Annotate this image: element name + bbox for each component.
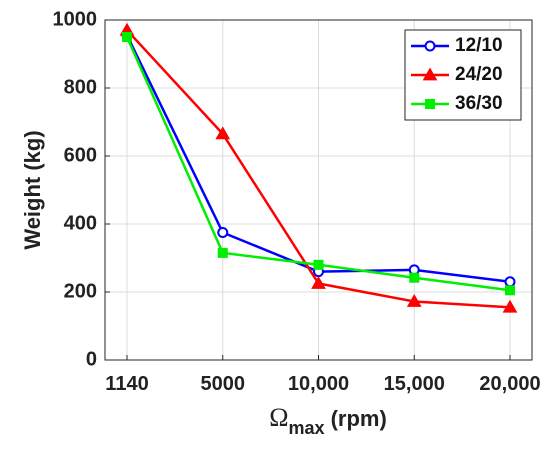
y-tick-labels: 0 200 400 600 800 1000 <box>53 8 98 370</box>
x-axis-title-unit: (rpm) <box>331 406 387 431</box>
x-tick-label: 15,000 <box>384 373 445 395</box>
legend-marker-36-30 <box>425 99 435 109</box>
y-tick-label: 800 <box>64 76 97 98</box>
x-axis-title-subscript: max <box>289 418 325 438</box>
data-point-36-30 <box>409 272 420 283</box>
data-point-36-30 <box>313 259 324 270</box>
data-point-12-10 <box>504 276 516 288</box>
data-point-24-20 <box>215 126 231 140</box>
legend-marker-24-20 <box>422 67 438 81</box>
data-point-24-20 <box>502 299 518 313</box>
legend-label-36-30: 36/30 <box>455 93 503 114</box>
legend-item-24-20: 24/20 <box>411 64 503 85</box>
legend-label-24-20: 24/20 <box>455 64 503 85</box>
data-point-12-10 <box>217 227 229 238</box>
legend-marker-12-10 <box>424 40 436 52</box>
series <box>119 22 518 313</box>
x-axis-title: Ωmax (rpm) <box>269 403 387 438</box>
legend-label-12-10: 12/10 <box>455 35 503 56</box>
y-tick-label: 400 <box>64 212 97 234</box>
x-tick-label: 20,000 <box>479 373 540 395</box>
y-tick-label: 200 <box>64 280 97 302</box>
y-tick-label: 0 <box>86 348 97 370</box>
legend-item-36-30: 36/30 <box>411 93 503 114</box>
data-point-24-20 <box>311 275 326 289</box>
x-tick-label: 10,000 <box>288 373 349 395</box>
data-point-36-30 <box>505 285 515 296</box>
data-point-24-20 <box>406 294 422 307</box>
axes <box>104 19 533 361</box>
x-tick-label: 1140 <box>105 373 148 395</box>
x-tick-labels: 1140 5000 10,000 15,000 20,000 <box>105 373 540 395</box>
series-36-30 <box>122 32 515 296</box>
legend-item-12-10: 12/10 <box>411 35 503 56</box>
y-tick-label: 600 <box>64 144 97 166</box>
x-tick-label: 5000 <box>201 373 246 395</box>
legend: 12/10 24/20 36/30 <box>404 29 522 121</box>
data-point-36-30 <box>217 247 228 258</box>
y-tick-label: 1000 <box>53 8 98 30</box>
x-axis-title-symbol: Ω <box>269 403 288 432</box>
data-point-36-30 <box>122 32 132 42</box>
y-axis-title: Weight (kg) <box>20 130 45 249</box>
